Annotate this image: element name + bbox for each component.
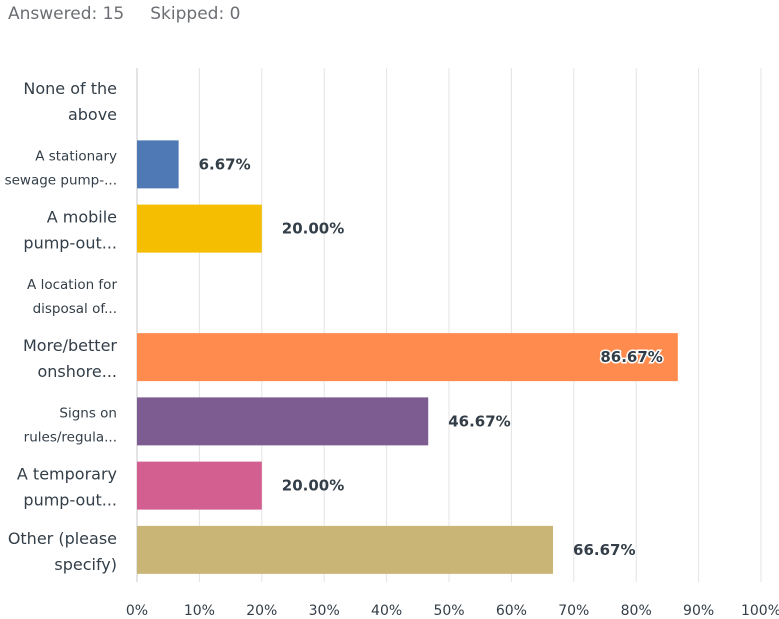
x-tick-label: 50% [433,603,464,619]
value-labels: 6.67% 20.00% 86.67% 46.67% 20.00% 66.67% [199,155,665,559]
x-tick-label: 40% [371,603,402,619]
x-tick-label: 90% [683,603,714,619]
bar [137,333,678,382]
bar [137,204,262,253]
category-label: disposal of... [33,301,117,317]
category-label: above [68,105,117,124]
value-label: 20.00% [282,220,344,238]
x-tick-label: 60% [496,603,527,619]
response-summary: Answered: 15 Skipped: 0 [8,4,240,26]
bar [137,525,554,574]
category-label: More/better [23,336,117,355]
category-label: Signs on [59,405,117,421]
category-label: None of the [23,79,117,98]
category-label: rules/regula... [24,429,117,445]
category-label: A stationary [35,148,117,164]
category-label: sewage pump-... [5,172,117,188]
bar [137,461,262,510]
x-tick-label: 20% [246,603,277,619]
value-label: 66.67% [573,541,635,559]
x-tick-label: 0% [126,603,148,619]
x-tick-label: 10% [184,603,215,619]
category-label: onshore... [37,362,117,381]
category-label: A temporary [17,465,117,484]
x-axis-ticks: 0% 10% 20% 30% 40% 50% 60% 70% 80% 90% 100% [126,603,779,619]
skipped-count: Skipped: 0 [150,4,241,24]
x-tick-label: 80% [621,603,652,619]
value-label: 46.67% [448,412,510,430]
category-labels: None of the above A stationary sewage pump-… [5,79,118,574]
category-label: A mobile [47,208,117,227]
category-label: A location for [27,277,117,293]
category-label: Other (please [8,529,117,548]
bar [137,397,429,446]
answered-count: Answered: 15 [8,4,125,24]
value-label: 6.67% [199,155,251,173]
category-label: pump-out... [23,491,117,510]
value-label: 86.67% [600,348,662,366]
category-label: pump-out... [23,234,117,253]
x-tick-label: 30% [309,603,340,619]
value-label: 20.00% [282,477,344,495]
x-tick-label: 70% [558,603,589,619]
bars [137,140,678,574]
bar [137,140,179,189]
x-tick-label: 100% [741,603,779,619]
category-label: specify) [54,555,117,574]
